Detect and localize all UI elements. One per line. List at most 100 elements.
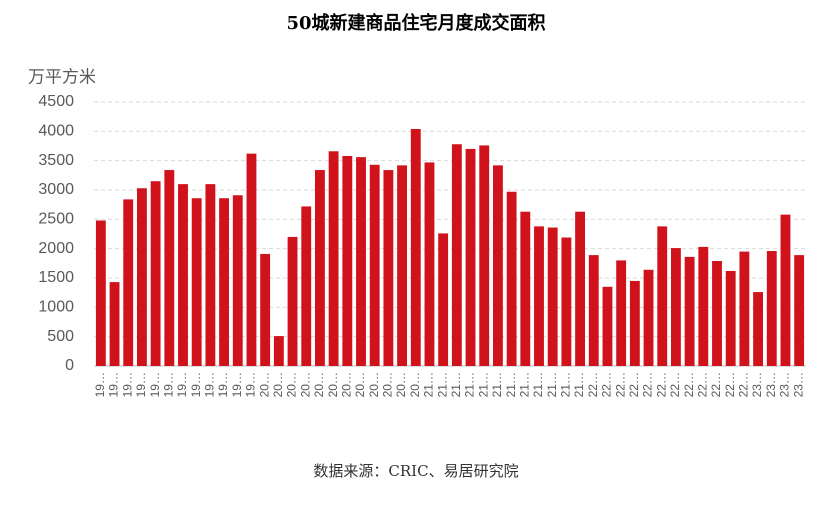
- y-tick-label: 1000: [38, 299, 74, 316]
- y-tick-label: 500: [47, 328, 74, 345]
- bar: [753, 292, 764, 366]
- x-tick-label: 19…: [189, 372, 203, 397]
- x-tick-label: 19…: [203, 372, 217, 397]
- x-tick-label: 19…: [134, 372, 148, 397]
- bar: [328, 151, 339, 366]
- x-tick-label: 19…: [93, 372, 107, 397]
- chart-title: 50城新建商品住宅月度成交面积: [286, 12, 545, 34]
- bar: [109, 282, 120, 366]
- bar: [191, 198, 202, 366]
- bar: [465, 148, 476, 366]
- bar: [287, 236, 298, 366]
- x-tick-label: 21…: [435, 372, 449, 397]
- bar: [314, 170, 325, 366]
- x-tick-label: 22…: [737, 372, 751, 397]
- bar: [698, 246, 709, 366]
- x-tick-label: 23…: [778, 372, 792, 397]
- bar: [725, 270, 736, 366]
- x-tick-label: 21…: [545, 372, 559, 397]
- x-tick-label: 22…: [586, 372, 600, 397]
- bar: [629, 280, 640, 366]
- bar: [684, 256, 695, 366]
- x-tick-label: 21…: [572, 372, 586, 397]
- y-tick-label: 3500: [38, 152, 74, 169]
- bar: [780, 214, 791, 366]
- bar: [451, 144, 462, 366]
- x-tick-label: 19…: [107, 372, 121, 397]
- bar: [205, 184, 216, 366]
- bar: [616, 260, 627, 366]
- bar: [561, 237, 572, 366]
- bar: [342, 155, 353, 366]
- bar: [547, 227, 558, 366]
- bar: [410, 128, 421, 366]
- bar: [766, 251, 777, 366]
- x-tick-label: 20…: [298, 372, 312, 397]
- bar: [534, 226, 544, 366]
- bar: [232, 195, 243, 366]
- y-tick-label: 3000: [38, 181, 74, 198]
- bar: [506, 191, 517, 366]
- x-tick-label: 22…: [695, 372, 709, 397]
- x-tick-label: 23…: [791, 372, 805, 397]
- x-tick-label: 20…: [312, 372, 326, 397]
- bar: [273, 336, 284, 366]
- x-tick-label: 23…: [750, 372, 764, 397]
- bar: [219, 198, 230, 366]
- x-tick-label: 20…: [394, 372, 408, 397]
- x-tick-label: 23…: [764, 372, 778, 397]
- bar: [178, 184, 188, 366]
- bar: [712, 260, 722, 366]
- y-tick-label: 0: [65, 357, 74, 374]
- y-tick-label: 2000: [38, 240, 74, 257]
- x-tick-label: 22…: [668, 372, 682, 397]
- x-tick-label: 21…: [463, 372, 477, 397]
- bar: [588, 255, 599, 366]
- x-tick-label: 20…: [353, 372, 367, 397]
- bar: [492, 165, 503, 366]
- y-tick-label: 4500: [38, 93, 74, 110]
- bar: [424, 162, 435, 366]
- x-tick-label: 20…: [408, 372, 422, 397]
- x-tick-label: 22…: [613, 372, 627, 397]
- x-tick-label: 21…: [504, 372, 518, 397]
- bar: [397, 165, 408, 366]
- bar: [479, 145, 490, 366]
- bar: [602, 286, 613, 366]
- x-tick-label: 20…: [339, 372, 353, 397]
- x-tick-label: 19…: [216, 372, 230, 397]
- bar: [575, 211, 586, 366]
- bar: [643, 269, 654, 366]
- x-tick-label: 21…: [449, 372, 463, 397]
- x-tick-label: 21…: [517, 372, 531, 397]
- x-tick-label: 19…: [230, 372, 244, 397]
- x-tick-label: 20…: [381, 372, 395, 397]
- y-tick-label: 2500: [38, 211, 74, 228]
- x-tick-label: 20…: [326, 372, 340, 397]
- bar: [246, 153, 257, 366]
- x-tick-label: 19…: [120, 372, 134, 397]
- x-tick-label: 21…: [422, 372, 436, 397]
- bar: [369, 164, 380, 366]
- x-tick-label: 22…: [627, 372, 641, 397]
- x-tick-label: 20…: [271, 372, 285, 397]
- bar: [356, 157, 366, 366]
- bar: [95, 220, 106, 366]
- x-tick-label: 21…: [490, 372, 504, 397]
- y-axis-label: 万平方米: [28, 67, 96, 86]
- x-tick-label: 21…: [476, 372, 490, 397]
- x-tick-label: 22…: [682, 372, 696, 397]
- bar: [739, 251, 750, 366]
- x-tick-label: 22…: [641, 372, 655, 397]
- x-tick-label: 20…: [367, 372, 381, 397]
- x-tick-label: 20…: [257, 372, 271, 397]
- bar: [123, 199, 134, 366]
- bar: [383, 170, 394, 366]
- bar: [670, 248, 681, 366]
- bar: [150, 181, 161, 366]
- bar: [260, 253, 271, 366]
- x-tick-label: 21…: [559, 372, 573, 397]
- x-tick-label: 19…: [244, 372, 258, 397]
- bar: [520, 211, 531, 366]
- bar: [438, 233, 449, 366]
